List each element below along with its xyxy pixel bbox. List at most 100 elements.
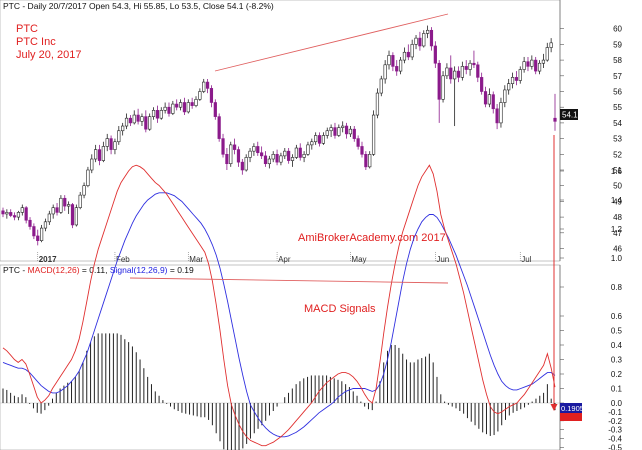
candle (225, 148, 229, 170)
candle (16, 210, 21, 221)
candle-body (449, 67, 453, 80)
macd-panel: PTC - MACD(12,26) = 0.11, Signal(12,26,9… (0, 164, 561, 450)
signal-line (2, 192, 556, 438)
candle (217, 113, 221, 142)
candle-body (329, 127, 333, 132)
candle-body (356, 138, 360, 147)
candle (236, 146, 241, 167)
candle-body (132, 114, 136, 124)
candle (526, 56, 530, 72)
candle-body (472, 62, 476, 66)
candle (426, 25, 430, 39)
candle-body (20, 207, 24, 213)
candle (82, 182, 86, 199)
price-axis-label: 56 (613, 88, 622, 97)
candle (317, 132, 322, 147)
candle (229, 141, 233, 167)
macd-axis-label: 0.8 (611, 283, 623, 292)
candle (507, 78, 511, 95)
candle-body (12, 215, 17, 218)
price-axis-label: 46 (613, 245, 622, 254)
candle (163, 102, 167, 114)
macd-axis-label: -0.1 (608, 408, 622, 417)
candle (20, 204, 24, 216)
macd-signals-label: MACD Signals (304, 303, 376, 315)
candle-body (464, 66, 468, 70)
price-axis-label: 48 (613, 213, 622, 222)
candle-body (105, 138, 109, 147)
candle (271, 151, 275, 163)
candle-body (263, 155, 268, 165)
candle (12, 212, 17, 221)
candle-body (16, 212, 21, 218)
candle-body (5, 212, 9, 215)
candle-body (348, 128, 353, 135)
candle (186, 99, 190, 114)
candle (453, 66, 457, 127)
candle (67, 201, 71, 214)
candle (109, 135, 113, 155)
candle-body (433, 45, 437, 64)
candle (398, 56, 403, 75)
candle-body (36, 235, 40, 241)
candle (140, 113, 144, 127)
candle-body (510, 77, 515, 84)
price-axis-label: 55 (613, 103, 622, 112)
candle-body (537, 62, 542, 72)
candle-body (379, 78, 383, 94)
candle-body (163, 106, 167, 111)
candle-body (213, 102, 217, 117)
candle (244, 154, 248, 172)
candle (90, 154, 94, 174)
candle (47, 210, 51, 225)
candle-body (283, 150, 287, 157)
candle-body (321, 135, 325, 144)
candle-body (190, 102, 194, 106)
candle (456, 66, 461, 83)
candle (190, 97, 194, 109)
candle-body (267, 158, 271, 165)
candle (495, 104, 499, 130)
candle-body (148, 116, 152, 130)
candle-body (499, 102, 503, 124)
candle-body (256, 146, 260, 154)
candle (333, 122, 337, 139)
candle (437, 60, 441, 123)
date-label: July 20, 2017 (16, 49, 81, 61)
candle (294, 144, 298, 160)
candle-body (344, 125, 349, 135)
last-price-box (560, 109, 578, 120)
price-axis-label: 54 (613, 119, 622, 128)
signal-value-label: 0.19053 (561, 404, 588, 413)
candle-body (233, 144, 237, 150)
candle (441, 71, 445, 103)
candle (144, 110, 148, 133)
candle-body (175, 103, 179, 108)
candle (240, 159, 244, 175)
candle-body (287, 150, 291, 161)
candle (510, 72, 515, 89)
candle-body (325, 130, 329, 136)
candle-body (495, 108, 499, 124)
candle (410, 39, 414, 61)
candle-body (9, 212, 13, 216)
candle-body (503, 89, 507, 103)
candle-body (155, 110, 160, 119)
candle-body (136, 114, 140, 122)
candle (198, 88, 202, 101)
candle-body (182, 102, 187, 113)
price-axis-label: 59 (613, 40, 622, 49)
candle (128, 115, 132, 127)
candle (24, 206, 28, 224)
candle (344, 122, 349, 139)
macd-line (2, 164, 556, 447)
candle (233, 138, 237, 155)
candle-body (368, 154, 372, 168)
candle-body (298, 147, 302, 158)
macd-trendline (129, 277, 449, 284)
candle (522, 56, 526, 73)
candle-body (124, 117, 129, 127)
macd-axis-label: -0.4 (608, 435, 622, 444)
candle-body (360, 146, 364, 155)
macd-axis-label: 1.4 (611, 196, 623, 205)
